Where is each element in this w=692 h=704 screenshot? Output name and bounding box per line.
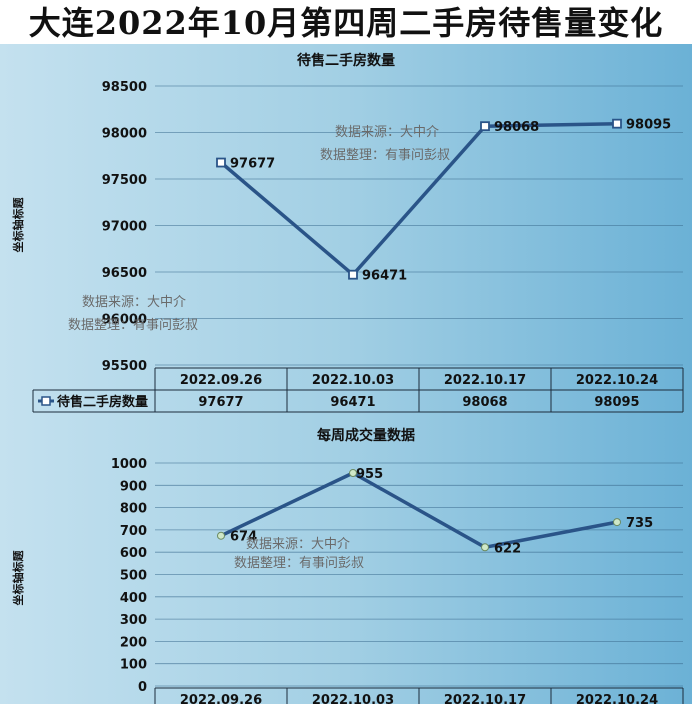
- watermark-editor: 数据整理：有事问彭叔: [68, 318, 198, 333]
- data-point: [216, 157, 226, 168]
- watermarks: 数据来源：大中介 数据整理：有事问彭叔 数据来源：大中介 数据整理：有事问彭叔 …: [68, 125, 450, 571]
- data-points: [217, 469, 621, 552]
- data-label: 735: [626, 516, 653, 531]
- y-tick-label: 800: [120, 502, 147, 517]
- data-point: [481, 543, 489, 552]
- y-tick-label: 700: [120, 524, 147, 539]
- data-label: 98068: [494, 120, 539, 135]
- category-label: 2022.10.17: [444, 693, 526, 704]
- y-tick-label: 96500: [102, 266, 147, 281]
- category-label: 2022.10.03: [312, 373, 394, 388]
- category-label: 2022.09.26: [180, 693, 262, 704]
- data-point: [348, 269, 358, 280]
- data-point: [480, 121, 490, 132]
- category-label: 2022.10.24: [576, 373, 658, 388]
- y-tick-label: 1000: [111, 457, 147, 472]
- data-point: [349, 469, 357, 478]
- chart-background: [0, 44, 692, 704]
- legend-label: 待售二手房数量: [56, 394, 148, 410]
- data-labels: 97677 96471 98068 98095: [230, 118, 671, 284]
- watermark-editor: 数据整理：有事问彭叔: [320, 148, 450, 163]
- grid: [155, 462, 683, 687]
- watermark-source: 数据来源：大中介: [246, 537, 350, 552]
- series-line: [220, 471, 618, 550]
- legend-marker: [41, 396, 51, 406]
- y-axis-label: 坐标轴标题: [11, 550, 25, 606]
- data-label: 955: [356, 467, 383, 482]
- y-tick-label: 100: [120, 658, 147, 673]
- y-tick-label: 0: [138, 680, 147, 695]
- y-tick-label: 200: [120, 635, 147, 650]
- data-labels: 674 955 622 735: [230, 467, 653, 556]
- y-tick-label: 900: [120, 479, 147, 494]
- data-table: 2022.09.26 2022.10.03 2022.10.17 2022.10.24…: [32, 367, 684, 413]
- y-tick-labels: 0 100 200 300 400 500 600 700 800 900 1000: [111, 457, 147, 695]
- chart-listings: 待售二手房数量 坐标轴标题 95500960009650097000975009…: [11, 52, 684, 413]
- y-tick-label: 400: [120, 591, 147, 606]
- table-value: 96471: [330, 395, 375, 410]
- table-value: 97677: [198, 395, 243, 410]
- y-tick-label: 300: [120, 613, 147, 628]
- category-label: 2022.10.17: [444, 373, 526, 388]
- y-tick-label: 95500: [102, 359, 147, 374]
- y-tick-label: 97000: [102, 220, 147, 235]
- y-tick-label: 98000: [102, 127, 147, 142]
- data-table: 2022.09.26 2022.10.03 2022.10.17 2022.10.24: [154, 687, 684, 704]
- page-title: 大连2022年10月第四周二手房待售量变化: [0, 0, 692, 44]
- watermark-source: 数据来源：大中介: [82, 295, 186, 310]
- table-value: 98095: [594, 395, 639, 410]
- data-label: 98095: [626, 118, 671, 133]
- y-tick-label: 98500: [102, 80, 147, 95]
- chart-title: 每周成交量数据: [317, 427, 415, 444]
- data-points: [216, 118, 622, 280]
- y-tick-label: 500: [120, 569, 147, 584]
- data-label: 674: [230, 530, 257, 545]
- data-label: 97677: [230, 157, 275, 172]
- data-point: [217, 531, 225, 540]
- category-label: 2022.10.03: [312, 693, 394, 704]
- series-line: [219, 121, 618, 277]
- watermark-editor: 数据整理：有事问彭叔: [234, 556, 364, 571]
- y-tick-label: 96000: [102, 313, 147, 328]
- y-axis-label: 坐标轴标题: [11, 197, 25, 253]
- category-label: 2022.10.24: [576, 693, 658, 704]
- chart-weekly-deals: 每周成交量数据 坐标轴标题 0 100 200 300 400 500 600 700 800 9…: [11, 427, 684, 704]
- data-point: [612, 118, 622, 129]
- table-value: 98068: [462, 395, 507, 410]
- chart-title: 待售二手房数量: [297, 52, 395, 69]
- category-label: 2022.09.26: [180, 373, 262, 388]
- data-point: [613, 518, 621, 527]
- y-tick-label: 97500: [102, 173, 147, 188]
- watermark-source: 数据来源：大中介: [335, 125, 439, 140]
- y-tick-labels: 95500 96000 96500 97000 97500 98000 98500: [102, 80, 147, 374]
- data-label: 622: [494, 541, 521, 556]
- data-label: 96471: [362, 269, 407, 284]
- y-tick-label: 600: [120, 546, 147, 561]
